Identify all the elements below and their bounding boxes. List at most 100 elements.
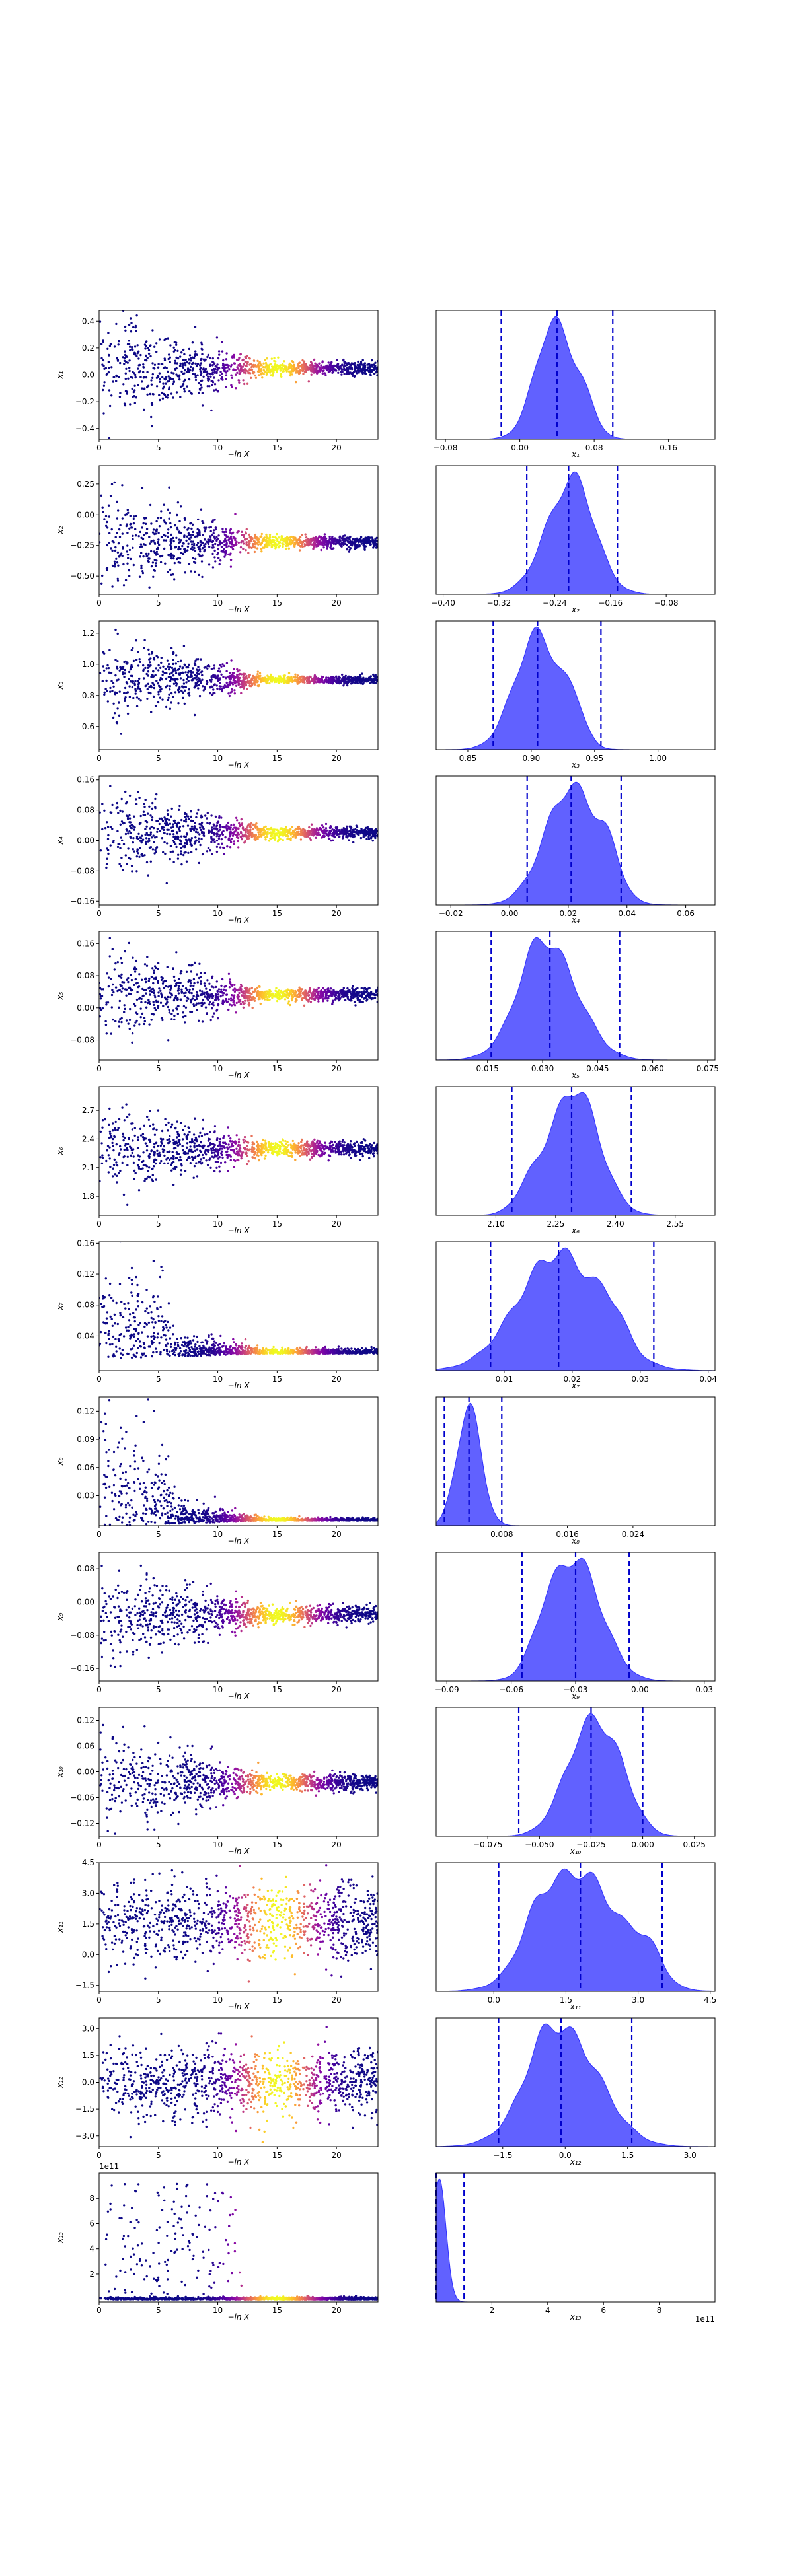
scatter-point	[105, 679, 108, 682]
scatter-point	[358, 999, 361, 1001]
scatter-point	[147, 837, 151, 840]
scatter-point	[184, 671, 187, 674]
scatter-point	[225, 681, 228, 684]
scatter-point	[122, 671, 124, 674]
scatter-point	[212, 688, 215, 691]
scatter-point	[110, 366, 113, 369]
scatter-point	[200, 821, 204, 824]
scatter-point	[252, 542, 254, 546]
scatter-point	[225, 528, 227, 531]
scatter-point	[199, 388, 202, 391]
scatter-point	[216, 687, 219, 690]
scatter-point	[99, 849, 102, 852]
scatter-point	[132, 696, 135, 699]
scatter-point	[100, 988, 103, 991]
scatter-point	[155, 520, 158, 523]
scatter-point	[185, 678, 188, 680]
scatter-point	[243, 672, 246, 676]
scatter-point	[217, 350, 221, 353]
scatter-point	[206, 822, 209, 824]
y-tick-label-0-2: 0.0	[82, 371, 94, 380]
scatter-point	[170, 552, 172, 555]
scatter-point	[363, 372, 367, 375]
scatter-point	[135, 330, 137, 332]
scatter-point	[128, 941, 130, 945]
scatter-point	[120, 552, 123, 555]
scatter-point	[128, 569, 130, 572]
x-tick-label-3-1: −0.32	[487, 598, 511, 608]
scatter-point	[158, 372, 161, 375]
scatter-point	[338, 833, 340, 836]
scatter-point	[113, 968, 116, 971]
scatter-point	[245, 674, 248, 678]
scatter-point	[157, 669, 160, 672]
scatter-point	[133, 384, 136, 387]
scatter-point	[172, 841, 176, 844]
scatter-point	[134, 376, 137, 379]
scatter-point	[190, 675, 193, 678]
scatter-point	[160, 978, 163, 982]
scatter-point	[221, 842, 223, 845]
scatter-point	[358, 545, 361, 548]
scatter-point	[126, 712, 130, 715]
scatter-point	[276, 540, 279, 543]
scatter-point	[172, 378, 174, 381]
scatter-point	[156, 828, 159, 830]
axes-frame-3	[435, 465, 716, 595]
scatter-point	[111, 989, 114, 991]
scatter-point	[108, 354, 110, 357]
scatter-point	[118, 701, 120, 704]
scatter-point	[188, 688, 190, 691]
scatter-point	[219, 828, 221, 831]
scatter-point	[142, 522, 145, 525]
scatter-point	[253, 550, 256, 554]
scatter-point	[196, 973, 198, 976]
scatter-point	[138, 973, 141, 976]
scatter-point	[180, 659, 182, 662]
scatter-point	[147, 352, 151, 355]
scatter-point	[110, 978, 112, 980]
scatter-point	[128, 992, 130, 995]
scatter-point	[169, 685, 171, 688]
scatter-point	[137, 698, 140, 700]
scatter-point	[221, 688, 223, 690]
scatter-point	[240, 366, 243, 369]
scatter-point	[209, 530, 212, 532]
scatter-point	[295, 371, 297, 374]
scatter-point	[182, 553, 185, 555]
scatter-point	[184, 378, 186, 382]
scatter-point	[196, 991, 198, 994]
scatter-point	[375, 991, 377, 993]
scatter-point	[180, 850, 182, 853]
scatter-point	[265, 682, 268, 685]
scatter-point	[201, 554, 204, 557]
scatter-point	[154, 705, 157, 707]
scatter-point	[172, 651, 175, 655]
scatter-point	[149, 860, 152, 863]
scatter-point	[188, 964, 190, 967]
scatter-point	[362, 997, 365, 1000]
scatter-point	[153, 684, 155, 686]
scatter-point	[227, 692, 230, 695]
scatter-point	[143, 814, 147, 816]
scatter-point	[285, 544, 287, 548]
scatter-point	[124, 696, 127, 699]
scatter-point	[157, 991, 160, 994]
scatter-point	[106, 700, 109, 703]
scatter-point	[176, 362, 178, 365]
scatter-point	[106, 972, 108, 975]
scatter-point	[198, 840, 200, 843]
scatter-point	[225, 546, 228, 548]
scatter-point	[146, 1001, 149, 1005]
scatter-point	[141, 380, 143, 383]
scatter-point	[260, 830, 263, 833]
scatter-point	[159, 555, 162, 558]
scatter-point	[230, 838, 233, 840]
scatter-point	[158, 987, 161, 990]
scatter-point	[141, 387, 143, 390]
scatter-point	[314, 362, 317, 365]
scatter-point	[170, 666, 174, 669]
scatter-point	[222, 830, 225, 832]
scatter-point	[196, 1009, 198, 1011]
scatter-point	[271, 680, 274, 683]
